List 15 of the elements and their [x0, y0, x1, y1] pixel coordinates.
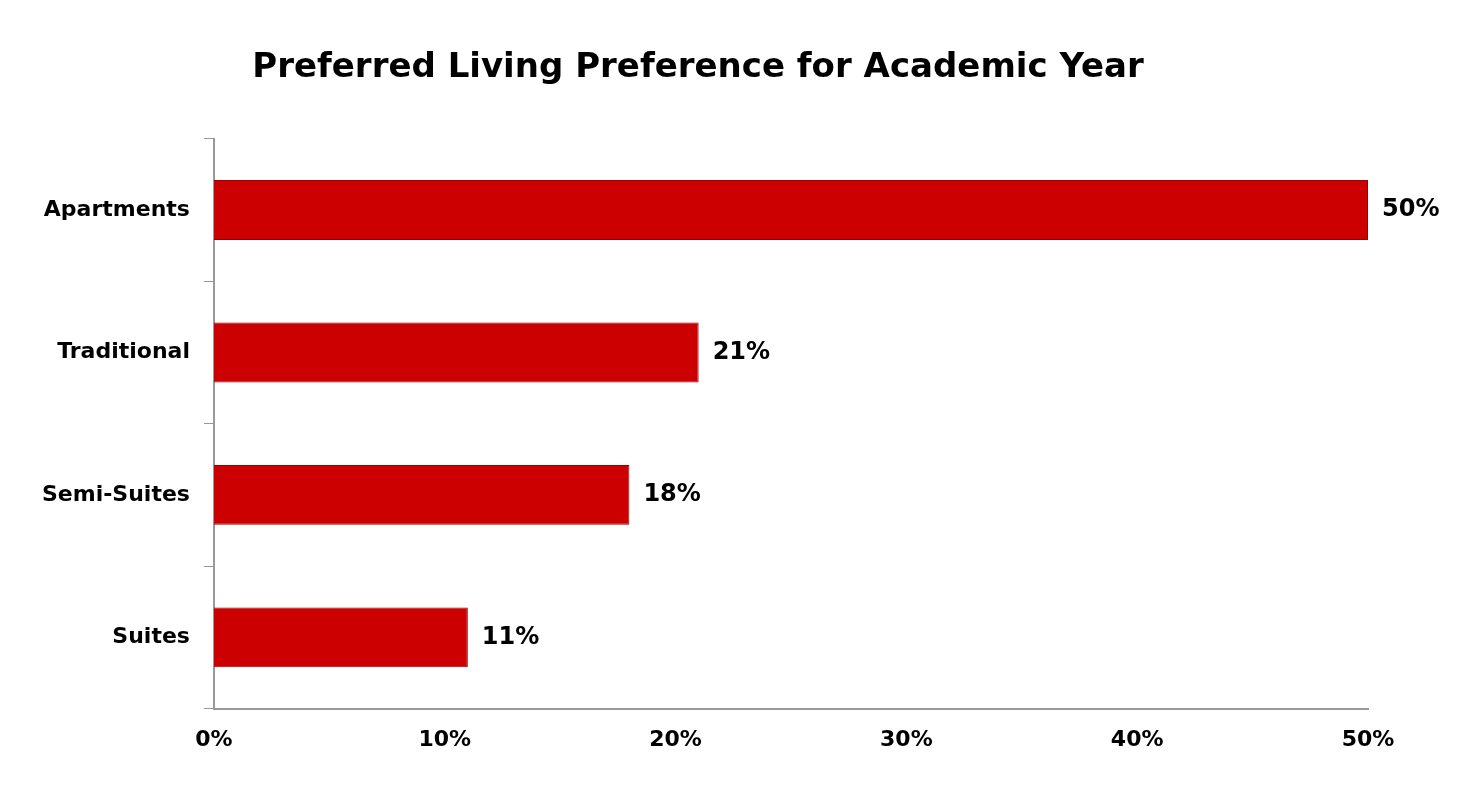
x-tick-label: 50%	[1341, 725, 1395, 751]
y-tick-label: Apartments	[43, 195, 190, 221]
data-label: 21%	[712, 336, 771, 365]
chart-title: Preferred Living Preference for Academic Year	[252, 45, 1144, 86]
x-tick-label: 20%	[649, 725, 702, 751]
y-tick-label: Suites	[112, 623, 190, 649]
data-label: 11%	[481, 621, 540, 650]
x-tick-label: 10%	[418, 725, 472, 751]
x-tick-label: 30%	[880, 725, 933, 751]
x-tick-label: 0%	[195, 725, 233, 751]
y-tick-label: Semi-Suites	[41, 480, 190, 506]
y-tick-label: Traditional	[57, 338, 190, 364]
x-tick-label: 40%	[1110, 725, 1164, 751]
data-label: 50%	[1382, 194, 1440, 223]
data-label: 18%	[643, 479, 701, 508]
